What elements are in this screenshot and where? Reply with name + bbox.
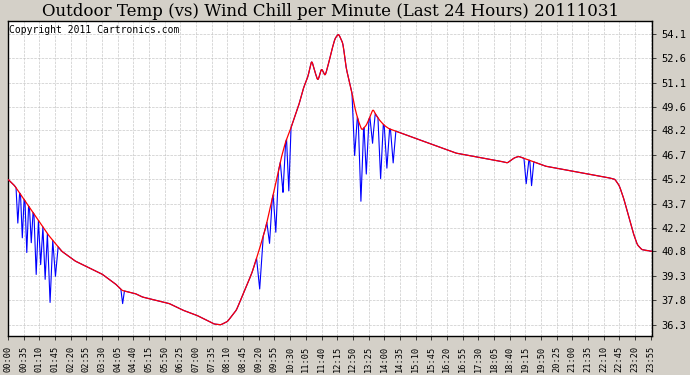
Text: Copyright 2011 Cartronics.com: Copyright 2011 Cartronics.com [9,26,179,35]
Title: Outdoor Temp (vs) Wind Chill per Minute (Last 24 Hours) 20111031: Outdoor Temp (vs) Wind Chill per Minute … [41,3,619,21]
